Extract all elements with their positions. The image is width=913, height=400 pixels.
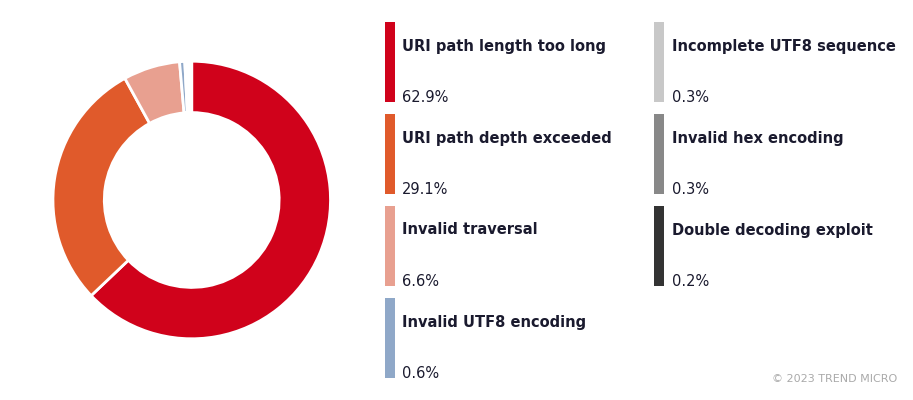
Bar	[385, 22, 394, 102]
Wedge shape	[53, 78, 150, 296]
Text: 0.3%: 0.3%	[672, 90, 708, 106]
Bar	[655, 114, 664, 194]
Text: Invalid UTF8 encoding: Invalid UTF8 encoding	[403, 314, 586, 330]
Wedge shape	[91, 61, 331, 339]
Text: 0.2%: 0.2%	[672, 274, 708, 290]
Wedge shape	[184, 61, 189, 113]
Text: URI path length too long: URI path length too long	[403, 38, 606, 54]
Text: 0.3%: 0.3%	[672, 182, 708, 198]
Bar	[385, 206, 394, 286]
Wedge shape	[125, 62, 184, 123]
Text: 6.6%: 6.6%	[403, 274, 439, 290]
Wedge shape	[180, 61, 187, 113]
Text: Invalid hex encoding: Invalid hex encoding	[672, 130, 844, 146]
Bar	[655, 22, 664, 102]
Text: Invalid traversal: Invalid traversal	[403, 222, 538, 238]
Text: URI path depth exceeded: URI path depth exceeded	[403, 130, 612, 146]
Bar	[385, 298, 394, 378]
Text: © 2023 TREND MICRO: © 2023 TREND MICRO	[771, 374, 897, 384]
Wedge shape	[187, 61, 191, 113]
Bar	[385, 114, 394, 194]
Text: Double decoding exploit: Double decoding exploit	[672, 222, 873, 238]
Text: 29.1%: 29.1%	[403, 182, 448, 198]
Text: 62.9%: 62.9%	[403, 90, 448, 106]
Text: Incomplete UTF8 sequence: Incomplete UTF8 sequence	[672, 38, 896, 54]
Wedge shape	[190, 61, 192, 112]
Bar	[655, 206, 664, 286]
Text: 0.6%: 0.6%	[403, 366, 439, 382]
